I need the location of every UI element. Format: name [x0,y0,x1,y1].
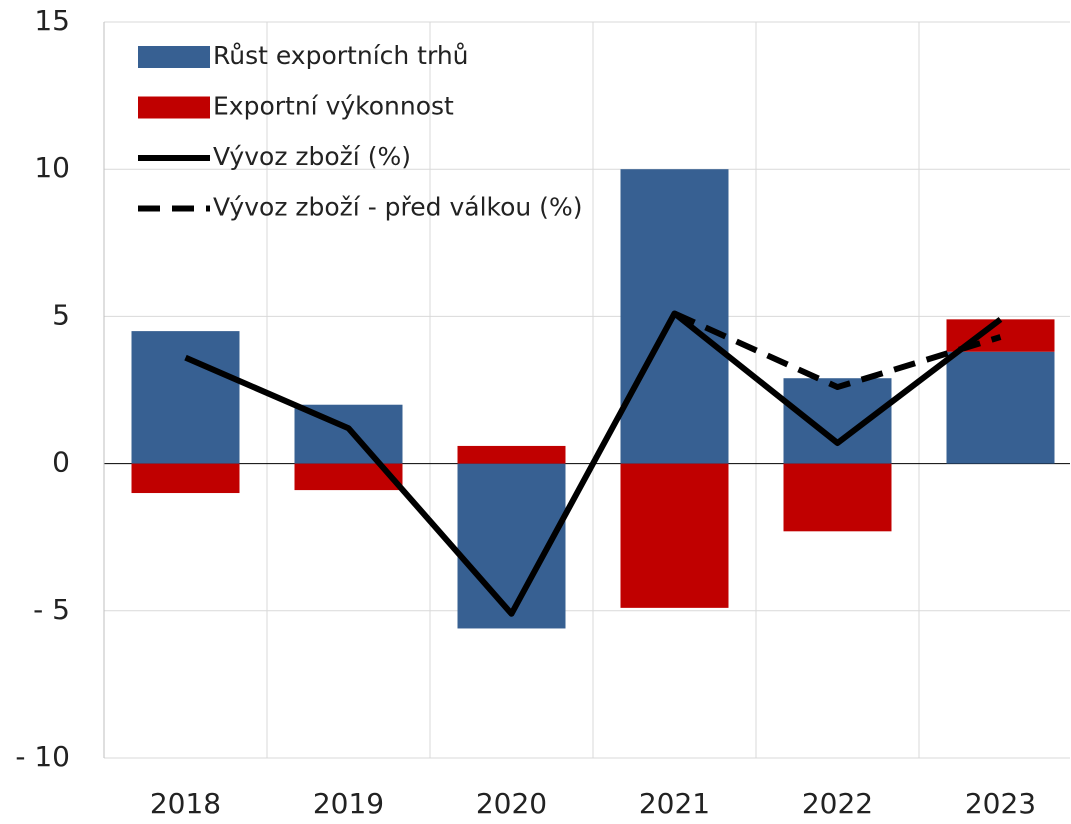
line [184,310,1003,617]
bar [783,463,892,532]
y-tick-label: - 10 [15,740,70,773]
x-tick-label: 2020 [476,787,547,820]
x-tick-label: 2019 [313,787,384,820]
legend: Růst exportních trhů Exportní výkonnost Vý… [138,41,582,222]
y-tick-label: 15 [34,4,70,37]
y-tick-label: - 5 [33,593,70,626]
x-tick-label: 2018 [150,787,221,820]
bar [783,378,892,464]
y-tick-label: 10 [34,151,70,184]
legend-swatch [138,96,210,119]
legend-swatch [138,46,210,68]
bar [946,351,1055,464]
bars [131,169,1055,629]
bar [620,463,729,608]
bar [131,463,240,494]
legend-label: Vývoz zboží - před válkou (%) [213,193,582,222]
x-tick-label: 2022 [802,787,873,820]
bar [131,331,240,464]
x-tick-label: 2023 [965,787,1036,820]
y-tick-label: 5 [52,298,70,331]
line [673,310,1002,391]
x-tick-label: 2021 [639,787,710,820]
bar [457,445,566,464]
grid [104,21,1070,759]
y-tick-label: 0 [52,446,70,479]
legend-label: Exportní výkonnost [213,92,454,121]
legend-label: Vývoz zboží (%) [213,142,411,171]
legend-label: Růst exportních trhů [213,41,469,70]
